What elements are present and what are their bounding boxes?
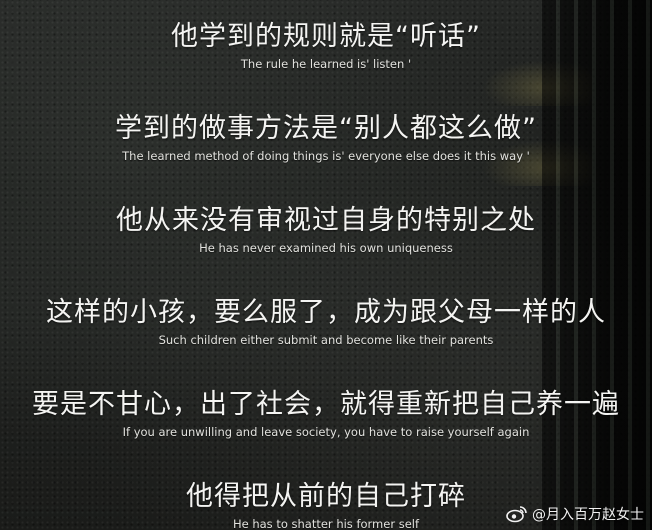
subtitle-english: He has to shatter his former self: [232, 517, 420, 530]
subtitle-line-3: 他从来没有审视过自身的特别之处 He has never examined hi…: [0, 198, 652, 255]
background-strip: [542, 0, 652, 530]
subtitle-chinese: 要是不甘心，出了社会，就得重新把自己养一遍: [32, 389, 620, 420]
subtitle-chinese: 他学到的规则就是“听话”: [171, 21, 481, 52]
weibo-icon: [506, 505, 528, 523]
subtitle-line-5: 要是不甘心，出了社会，就得重新把自己养一遍 If you are unwilli…: [0, 382, 652, 439]
subtitle-english: If you are unwilling and leave society, …: [122, 425, 530, 439]
watermark: @月入百万赵女士: [506, 504, 644, 524]
watermark-text: @月入百万赵女士: [532, 507, 644, 523]
subtitle-english: The learned method of doing things is' e…: [122, 149, 530, 163]
subtitle-chinese: 他从来没有审视过自身的特别之处: [116, 205, 536, 236]
subtitle-chinese: 这样的小孩，要么服了，成为跟父母一样的人: [46, 297, 606, 328]
subtitle-line-6: 他得把从前的自己打碎 He has to shatter his former …: [0, 474, 652, 530]
subtitle-english: Such children either submit and become l…: [158, 333, 494, 347]
subtitle-line-2: 学到的做事方法是“别人都这么做” The learned method of d…: [0, 106, 652, 163]
subtitle-chinese: 他得把从前的自己打碎: [186, 481, 466, 512]
subtitle-line-4: 这样的小孩，要么服了，成为跟父母一样的人 Such children eithe…: [0, 290, 652, 347]
subtitle-english: The rule he learned is' listen ': [240, 57, 412, 71]
subtitle-line-1: 他学到的规则就是“听话” The rule he learned is' lis…: [0, 14, 652, 71]
subtitle-chinese: 学到的做事方法是“别人都这么做”: [115, 113, 537, 144]
subtitle-english: He has never examined his own uniqueness: [199, 241, 453, 255]
